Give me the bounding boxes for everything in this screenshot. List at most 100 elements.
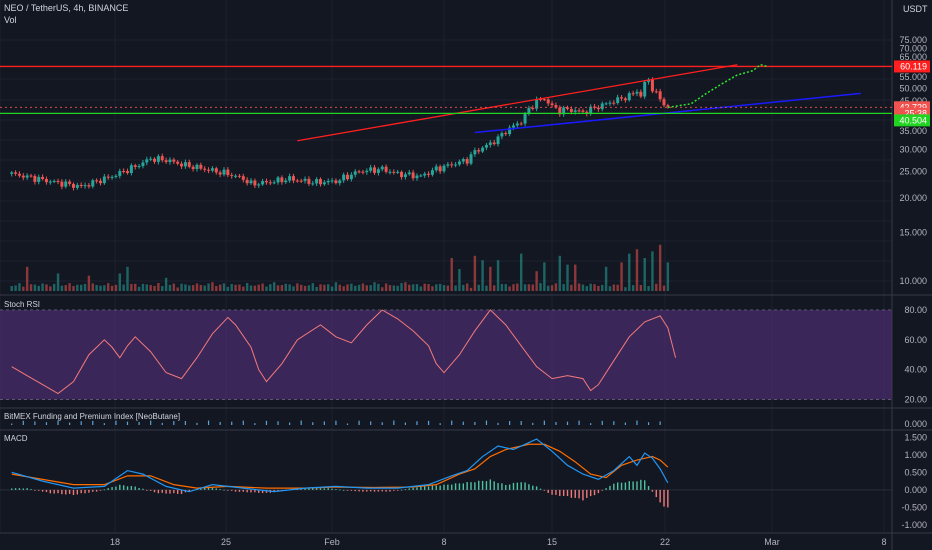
macd-histogram-bar [632, 481, 634, 490]
macd-histogram-bar [277, 489, 279, 492]
bitmex-bar [566, 421, 569, 425]
macd-histogram-bar [547, 489, 549, 493]
candle-body [210, 168, 214, 171]
volume-bar [361, 283, 365, 291]
volume-bar [666, 262, 670, 291]
candle-body [531, 107, 535, 109]
macd-histogram-bar [366, 489, 368, 492]
macd-histogram-bar [462, 483, 464, 490]
volume-bar [508, 286, 511, 291]
candle-body [226, 169, 230, 176]
volume-bar [647, 286, 650, 291]
macd-histogram-bar [72, 489, 75, 496]
macd-histogram-bar [624, 482, 627, 490]
candle-body [230, 175, 234, 177]
volume-bar [651, 251, 654, 291]
volume-bar [373, 282, 376, 291]
candle-body [608, 102, 612, 104]
candle-body [511, 125, 515, 128]
candle-body [604, 103, 608, 105]
volume-bar [37, 285, 40, 291]
volume-bar [577, 283, 581, 291]
macd-histogram-bar [234, 489, 237, 492]
candle-body [68, 181, 72, 184]
bitmex-bar [370, 421, 372, 425]
bitmex-bar [532, 422, 534, 425]
macd-histogram-bar [142, 488, 144, 490]
bitmex-bar [219, 421, 221, 425]
candle-body [550, 103, 554, 106]
bitmex-bar [601, 420, 603, 425]
volume-bar [184, 284, 187, 291]
volume-bar [164, 277, 168, 291]
candle-body [392, 171, 396, 173]
candle-body [29, 175, 33, 177]
volume-bar [29, 284, 33, 291]
volume-bar [357, 284, 361, 291]
macd-histogram-bar [528, 484, 530, 490]
volume-bar [149, 285, 152, 291]
candle-body [515, 123, 519, 126]
volume-bar [76, 284, 79, 291]
volume-bar [624, 287, 627, 291]
volume-bar [99, 285, 102, 291]
macd-histogram-bar [454, 483, 457, 490]
candle-body [110, 176, 114, 178]
time-tick-label: 18 [110, 537, 120, 547]
price-tick-label: 45.000 [899, 96, 927, 106]
macd-histogram-bar [188, 489, 190, 492]
candle-body [353, 171, 357, 175]
candle-body [207, 169, 211, 171]
bitmex-bar [485, 420, 488, 425]
candle-body [573, 110, 577, 112]
volume-bar [604, 266, 608, 291]
macd-histogram-bar [647, 485, 650, 490]
stoch-tick-label: 20.00 [904, 395, 927, 405]
bitmex-bar [196, 422, 198, 425]
candle-body [295, 180, 299, 182]
price-tag-label: 42.729 [899, 102, 927, 112]
candle-body [291, 176, 295, 181]
volume-bar [130, 283, 133, 291]
candle-body [199, 164, 203, 169]
macd-histogram-bar [57, 489, 59, 494]
volume-bar [350, 283, 353, 291]
bitmex-bar [57, 420, 59, 425]
bitmex-bar [346, 423, 349, 425]
bitmex-tick-label: 0.000 [904, 419, 927, 429]
candle-body [83, 185, 87, 187]
volume-bar [327, 284, 330, 291]
macd-histogram-bar [227, 489, 229, 491]
volume-bar [323, 284, 326, 291]
volume-bar [492, 285, 496, 291]
volume-bar [249, 285, 253, 291]
macd-tick-label: -0.500 [901, 502, 927, 512]
candle-body [620, 97, 624, 99]
bitmex-bar [555, 421, 557, 425]
macd-histogram-bar [308, 488, 310, 490]
candle-body [596, 107, 600, 110]
bitmex-bar [358, 420, 360, 425]
volume-bar [400, 283, 403, 291]
volume-bar [33, 284, 37, 291]
macd-histogram-bar [219, 489, 221, 490]
candle-body [79, 184, 83, 187]
candle-body [33, 175, 37, 182]
macd-histogram-bar [655, 489, 657, 498]
bitmex-bar [323, 421, 325, 425]
macd-tick-label: 1.500 [904, 432, 927, 442]
macd-histogram-bar [451, 484, 453, 490]
macd-histogram-bar [431, 485, 434, 490]
volume-bar [242, 286, 245, 291]
candle-body [330, 180, 334, 182]
volume-bar [570, 284, 573, 291]
resistance-trendline [297, 64, 738, 142]
volume-bar [369, 285, 372, 291]
volume-bar [307, 285, 311, 291]
macd-histogram-bar [539, 488, 542, 490]
candle-body [153, 158, 157, 162]
macd-histogram-bar [613, 483, 615, 490]
candle-body [535, 99, 539, 109]
candle-body [430, 170, 434, 175]
